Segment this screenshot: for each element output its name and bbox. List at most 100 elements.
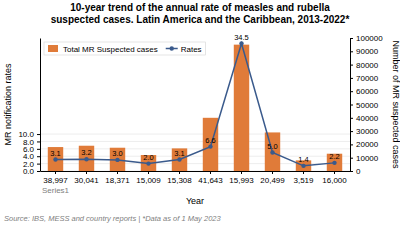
- tick-label: 40000: [356, 114, 379, 123]
- y-axis: 0.02.04.06.08.010.0: [18, 39, 40, 177]
- tick: 100000: [350, 34, 383, 43]
- data-label: 1.4: [298, 155, 308, 164]
- tick: 30000: [350, 127, 379, 136]
- tick-label: 15,009: [136, 176, 161, 185]
- tick: 38,997: [43, 171, 68, 185]
- data-label: 2.2: [329, 152, 339, 161]
- line: [56, 44, 335, 166]
- tick: 18,371: [105, 171, 130, 185]
- tick-label: 3,519: [293, 176, 314, 185]
- tick-label: 10000: [356, 154, 379, 163]
- annotation: Series1: [42, 186, 70, 195]
- tick-label: 50000: [356, 101, 379, 110]
- bar: [265, 132, 280, 171]
- tick: 3,519: [293, 171, 314, 185]
- marker: [115, 158, 119, 162]
- tick-label: 20000: [356, 140, 379, 149]
- tick: 10000: [350, 154, 379, 163]
- tick: 16,000: [322, 171, 347, 185]
- tick: 70000: [350, 74, 379, 83]
- data-label: 3.1: [50, 149, 60, 158]
- grid-line: [40, 134, 350, 135]
- y-axis-title: MR notification rates: [3, 63, 13, 146]
- tick-mark: [350, 144, 353, 145]
- tick: 15,993: [229, 171, 254, 185]
- tick-mark: [350, 78, 353, 79]
- marker: [53, 157, 57, 161]
- grid-line: [40, 141, 350, 142]
- legend-marker: [170, 46, 174, 50]
- tick: 20000: [350, 140, 379, 149]
- legend-label: Rates: [181, 45, 202, 54]
- data-label: 3.2: [81, 148, 91, 157]
- tick-label: 38,997: [43, 176, 68, 185]
- data-label: 3.0: [112, 149, 122, 158]
- tick-mark: [350, 171, 353, 172]
- tick-mark: [37, 141, 40, 142]
- tick-mark: [55, 171, 56, 174]
- tick-label: 18,371: [105, 176, 130, 185]
- tick-mark: [37, 171, 40, 172]
- chart: 3.1 3.2 3.0 2.0 3.1 6.6 34.5 5.0 1.4 2.2 38,997 30,…: [0, 0, 400, 225]
- tick-label: 0: [356, 167, 361, 176]
- tick: 50000: [350, 101, 379, 110]
- bar: [79, 146, 94, 171]
- tick-mark: [117, 171, 118, 174]
- legend-box: [44, 42, 206, 55]
- tick-label: 80000: [356, 61, 379, 70]
- tick-label: 70000: [356, 74, 379, 83]
- tick-mark: [148, 171, 149, 174]
- tick: 20,499: [260, 171, 285, 185]
- tick-label: 15,993: [229, 176, 254, 185]
- data-labels: 3.1 3.2 3.0 2.0 3.1 6.6 34.5 5.0 1.4 2.2: [50, 33, 339, 164]
- marker: [301, 164, 305, 168]
- marker: [177, 157, 181, 161]
- tick-mark: [350, 105, 353, 106]
- legend-item: Rates: [166, 45, 202, 54]
- footnote: Source: IBS, MESS and country reports | …: [4, 214, 221, 223]
- bar-series: [48, 45, 342, 171]
- tick-mark: [37, 164, 40, 165]
- tick-label: 10.0: [18, 130, 34, 139]
- marker: [270, 150, 274, 154]
- line-series: [53, 41, 336, 168]
- tick-label: 15,308: [167, 176, 192, 185]
- tick: 30,041: [74, 171, 99, 185]
- tick-mark: [272, 171, 273, 174]
- tick-mark: [303, 171, 304, 174]
- tick-mark: [37, 134, 40, 135]
- y2-axis: 0 10000 20000 30000 40000 50000 60000 70000 8000…: [350, 34, 383, 176]
- tick-mark: [179, 171, 180, 174]
- tick-label: 30000: [356, 127, 379, 136]
- tick-mark: [350, 91, 353, 92]
- tick: 80000: [350, 61, 379, 70]
- data-label: 5.0: [267, 142, 277, 151]
- tick-label: 20,499: [260, 176, 285, 185]
- legend: Total MR Suspected cases Rates: [44, 42, 206, 55]
- tick-mark: [37, 156, 40, 157]
- axis-line: [40, 39, 41, 172]
- tick-label: 60000: [356, 87, 379, 96]
- tick-label: 100000: [356, 34, 383, 43]
- x-axis-title: Year: [186, 196, 204, 206]
- tick-mark: [350, 65, 353, 66]
- tick-mark: [210, 171, 211, 174]
- marker: [208, 144, 212, 148]
- x-axis: 38,997 30,041 18,371 15,009 15,308 41,643 15,9…: [41, 171, 351, 185]
- tick: 0: [350, 167, 361, 176]
- marker: [84, 157, 88, 161]
- tick: 41,643: [198, 171, 223, 185]
- tick-mark: [350, 131, 353, 132]
- data-label: 34.5: [234, 33, 249, 42]
- tick-mark: [350, 51, 353, 52]
- data-label: 2.0: [143, 153, 153, 162]
- tick-label: 16,000: [322, 176, 347, 185]
- data-label: 3.1: [174, 149, 184, 158]
- tick-mark: [350, 118, 353, 119]
- data-label: 6.6: [205, 136, 215, 145]
- tick: 10.0: [18, 130, 40, 139]
- legend-item: Total MR Suspected cases: [48, 45, 158, 54]
- legend-label: Total MR Suspected cases: [63, 45, 158, 54]
- tick: 90000: [350, 47, 379, 56]
- marker: [146, 161, 150, 165]
